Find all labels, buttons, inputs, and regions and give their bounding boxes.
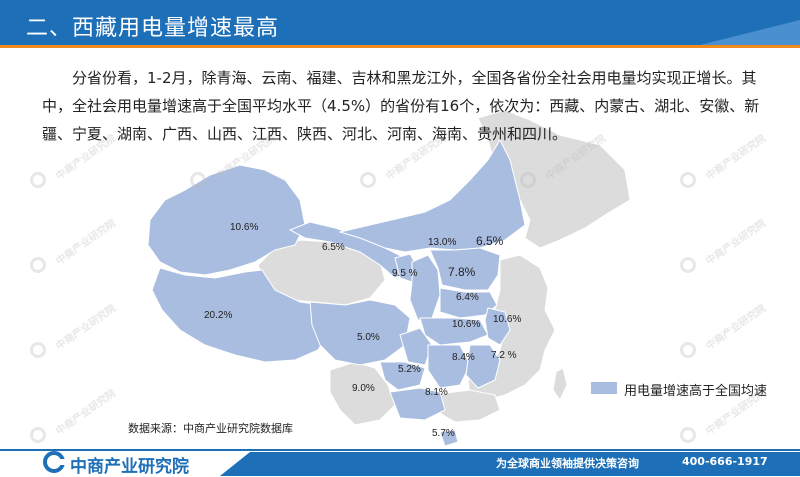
footer-divider: [0, 449, 800, 451]
intro-paragraph: 分省份看，1-2月，除青海、云南、福建、吉林和黑龙江外，全国各省份全社会用电量均…: [42, 69, 760, 143]
page-title: 二、西藏用电量增速最高: [26, 16, 280, 41]
label-inner-mongolia: 13.0%: [428, 237, 457, 248]
region-guangdong: [429, 389, 501, 423]
watermark: 中商产业研究院: [520, 133, 630, 192]
label-beijing-area: 6.5%: [476, 234, 504, 248]
label-shanxi-hebei: 7.8%: [448, 265, 476, 279]
region-hainan: [439, 429, 459, 447]
label-gansu: 6.5%: [322, 242, 345, 253]
watermark: 中商产业研究院: [360, 133, 470, 192]
legend-swatch: [591, 382, 617, 394]
watermark-logo-icon: [190, 172, 206, 188]
footer-band: [220, 452, 800, 476]
watermark: 中商产业研究院: [30, 218, 140, 277]
region-sichuan: [309, 299, 411, 366]
watermark-logo-icon: [30, 427, 46, 443]
watermark-logo-icon: [680, 172, 696, 188]
watermark: 中商产业研究院: [190, 133, 300, 192]
region-hunan: [427, 344, 471, 389]
label-tibet: 20.2%: [204, 310, 233, 321]
watermark: 中商产业研究院: [30, 133, 140, 192]
watermark-logo-icon: [680, 427, 696, 443]
watermark-logo-icon: [30, 172, 46, 188]
label-sichuan: 5.0%: [357, 332, 380, 343]
watermark: 中商产业研究院: [30, 303, 140, 362]
footer-phone: 400-666-1917: [682, 455, 768, 468]
label-ningxia: 9.5 %: [392, 268, 418, 279]
footer-slogan: 为全球商业领袖提供决策咨询: [496, 457, 639, 470]
region-guangxi: [389, 387, 446, 421]
region-hubei: [419, 317, 489, 346]
watermark-logo-icon: [30, 342, 46, 358]
label-anhui: 10.6%: [493, 314, 522, 325]
label-guangxi: 8.1%: [425, 387, 448, 398]
footer-brand: 中商产业研究院: [70, 457, 189, 477]
watermark-logo-icon: [360, 172, 376, 188]
label-hubei: 10.6%: [452, 319, 481, 330]
data-source: 数据来源：中商产业研究院数据库: [128, 422, 293, 435]
label-xinjiang: 10.6%: [230, 222, 259, 233]
watermark: 中商产业研究院: [680, 218, 790, 277]
label-hunan: 8.4%: [452, 352, 475, 363]
region-guizhou: [379, 361, 426, 391]
watermark-logo-icon: [30, 257, 46, 273]
legend-label: 用电量增速高于全国均速: [624, 384, 768, 399]
region-jiangxi: [465, 344, 501, 389]
label-henan: 6.4%: [456, 292, 479, 303]
watermark-logo-icon: [680, 257, 696, 273]
brand-logo-icon: [43, 451, 66, 473]
label-yunnan: 9.0%: [352, 383, 375, 394]
label-hainan: 5.7%: [432, 428, 455, 439]
watermark-logo-icon: [520, 172, 536, 188]
header-banner: [0, 0, 800, 48]
watermark: 中商产业研究院: [30, 388, 140, 447]
region-taiwan: [552, 367, 568, 401]
region-inner-mongolia: [338, 138, 526, 253]
watermark: 中商产业研究院: [680, 133, 790, 192]
label-jiangxi: 7.2 %: [491, 350, 517, 361]
watermark-logo-icon: [680, 342, 696, 358]
watermark: 中商产业研究院: [680, 303, 790, 362]
label-chongqing: 5.2%: [398, 364, 421, 375]
region-yunnan: [329, 361, 396, 426]
region-shaanxi: [409, 254, 441, 321]
watermark: 中商产业研究院: [680, 388, 790, 447]
region-shanxi-hebei: [429, 247, 501, 291]
region-anhui: [484, 307, 511, 346]
